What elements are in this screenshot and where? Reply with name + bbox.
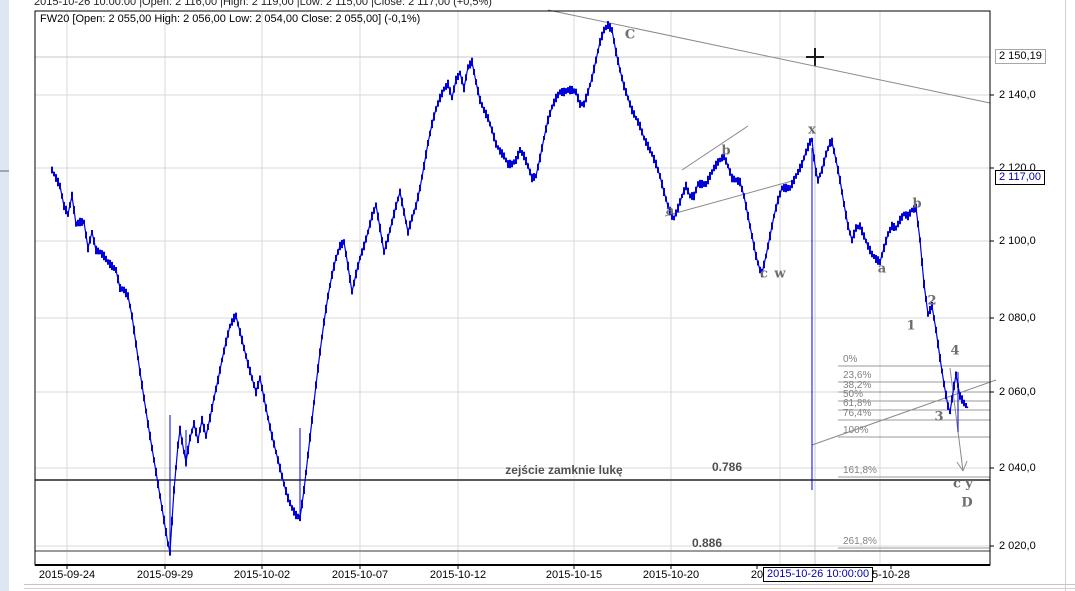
price-candle-mass <box>51 21 967 556</box>
bottom-separator <box>24 584 1075 585</box>
arrow-head <box>962 460 968 472</box>
chart-frame <box>34 10 991 566</box>
arrow-annotation <box>949 367 964 472</box>
arrow-head <box>956 461 964 472</box>
trend-line <box>681 125 749 171</box>
left-panel-divider <box>0 170 9 172</box>
trend-line <box>811 379 997 446</box>
crosshair-ohlc-readout: 2015-10-26 10:00:00 |Open: 2 116,00 |Hig… <box>34 0 492 8</box>
trend-line <box>547 9 991 104</box>
right-pane-divider <box>1065 0 1066 591</box>
left-panel-strip <box>0 0 9 591</box>
price-series-line <box>51 24 969 553</box>
trend-line <box>664 180 793 217</box>
instrument-ohlc-header: FW20 [Open: 2 055,00 High: 2 056,00 Low:… <box>40 13 421 25</box>
bottom-accent-line <box>24 588 1075 589</box>
